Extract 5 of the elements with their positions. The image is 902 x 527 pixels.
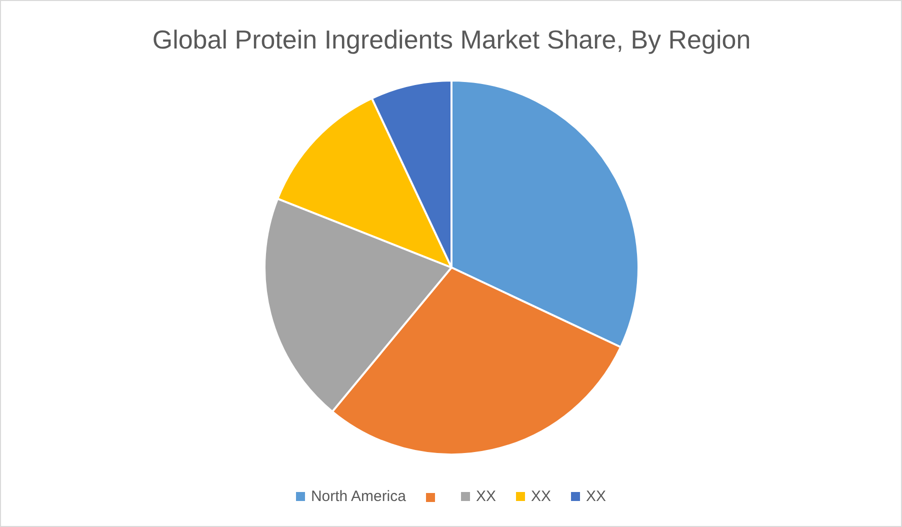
legend-label: North America: [310, 487, 406, 508]
chart-title: Global Protein Ingredients Market Share, By Region: [152, 24, 751, 54]
legend-label: XX: [586, 487, 606, 508]
legend-label: XX: [476, 487, 496, 508]
legend-label: XX: [531, 487, 552, 508]
